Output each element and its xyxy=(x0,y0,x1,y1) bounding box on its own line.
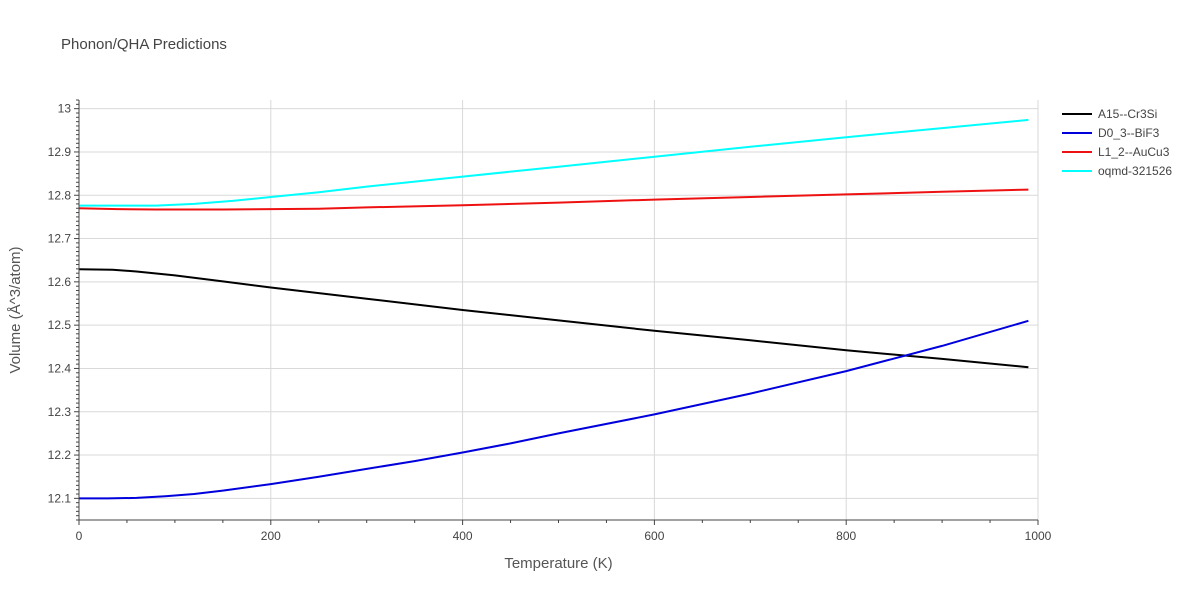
x-tick-label: 200 xyxy=(261,529,281,543)
y-tick-label: 12.6 xyxy=(48,275,72,289)
y-tick-label: 12.4 xyxy=(48,361,72,375)
y-tick-label: 12.5 xyxy=(48,318,72,332)
y-tick-label: 12.9 xyxy=(48,145,72,159)
x-tick-label: 400 xyxy=(453,529,473,543)
x-axis-title: Temperature (K) xyxy=(504,555,612,572)
series-lines xyxy=(78,118,1029,500)
legend-label: D0_3--BiF3 xyxy=(1098,126,1160,140)
y-tick-label: 12.2 xyxy=(48,448,72,462)
grid-lines xyxy=(79,100,1039,520)
y-tick-label: 12.1 xyxy=(48,491,72,505)
y-tick-label: 12.3 xyxy=(48,405,72,419)
x-tick-label: 1000 xyxy=(1025,529,1052,543)
series-line xyxy=(79,319,1029,500)
legend: A15--Cr3Si D0_3--BiF3 L1_2--AuCu3 oqmd-3215… xyxy=(1062,107,1172,178)
y-tick-label: 13 xyxy=(58,102,72,116)
axes: 0 200 400 600 800 1000 12.1 12.2 12.3 12.4 12.5 12.… xyxy=(48,99,1052,543)
legend-label: L1_2--AuCu3 xyxy=(1098,145,1170,159)
series-line xyxy=(78,268,1029,369)
x-tick-label: 0 xyxy=(76,529,83,543)
x-tick-label: 600 xyxy=(644,529,664,543)
legend-label: A15--Cr3Si xyxy=(1098,107,1157,121)
x-tick-label: 800 xyxy=(836,529,856,543)
legend-label: oqmd-321526 xyxy=(1098,164,1172,178)
y-tick-label: 12.7 xyxy=(48,232,72,246)
y-tick-label: 12.8 xyxy=(48,188,72,202)
chart-title: Phonon/QHA Predictions xyxy=(61,36,227,53)
series-line xyxy=(78,188,1029,211)
series-line xyxy=(79,118,1029,207)
y-axis-title: Volume (Å^3/atom) xyxy=(7,246,24,373)
